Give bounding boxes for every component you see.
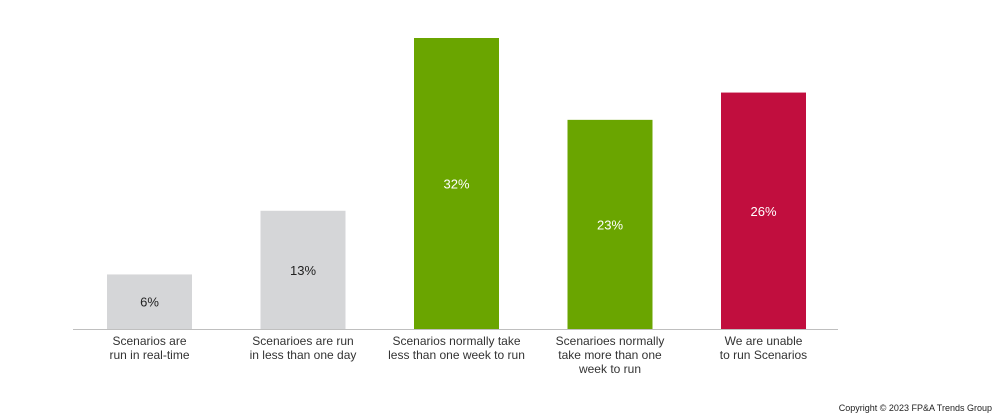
category-labels-group: Scenarios are run in real-time Scenarioes … (109, 334, 807, 376)
bar-value-label-1: 6% (140, 295, 159, 310)
bar-2 (260, 210, 346, 329)
bar-4 (567, 119, 653, 329)
bar-5 (721, 92, 806, 329)
bar-value-label-3: 32% (443, 177, 469, 192)
bar-1 (107, 274, 192, 329)
category-label-2: Scenarioes are run in less than one day (250, 334, 357, 362)
bar-3 (414, 38, 499, 329)
category-label-3: Scenarios normally take less than one wee… (388, 334, 525, 362)
bars-group: 6% 13% 32% 23% 26% (107, 38, 806, 329)
category-label-1: Scenarios are run in real-time (109, 334, 189, 362)
copyright-text: Copyright © 2023 FP&A Trends Group (838, 403, 992, 413)
bar-value-label-2: 13% (290, 263, 316, 278)
bar-value-label-4: 23% (597, 217, 623, 232)
category-label-4: Scenarioes normally take more than one wee… (556, 334, 665, 376)
category-label-5: We are unable to run Scenarios (720, 334, 807, 362)
bar-value-label-5: 26% (750, 204, 776, 219)
